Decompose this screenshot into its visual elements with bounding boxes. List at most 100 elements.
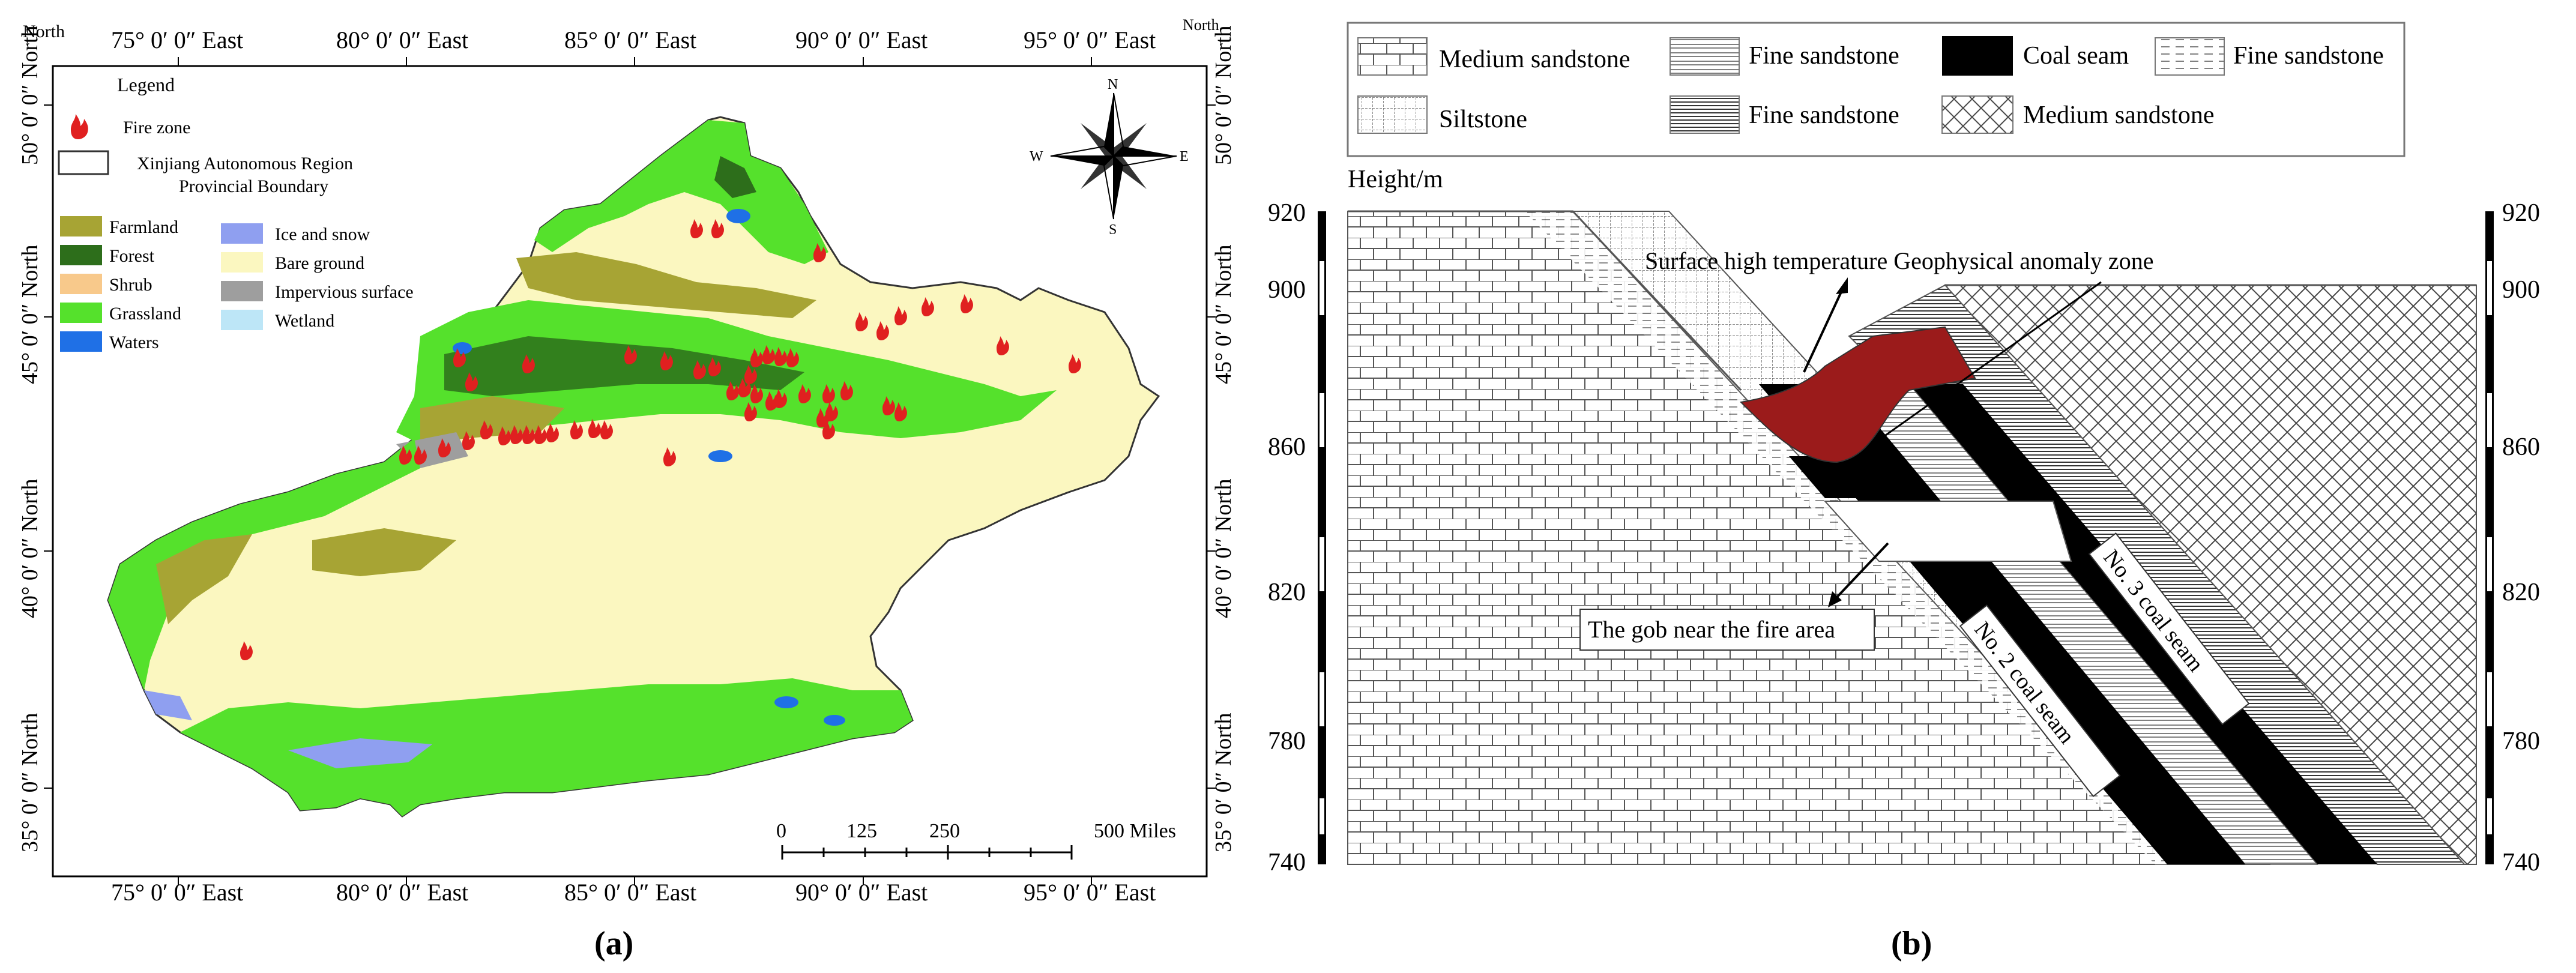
legend-swatch-bare-ground <box>221 252 263 273</box>
fire-zone-marker <box>762 345 775 364</box>
right-lat-45: 45° 0′ 0″ North <box>1211 245 1236 385</box>
anomaly-zone-label: Surface high temperature Geophysical ano… <box>1645 247 2153 274</box>
legend-label-ice-snow: Ice and snow <box>275 224 370 244</box>
fire-zone-legend-label: Fire zone <box>123 118 190 137</box>
right-lat-35: 35° 0′ 0″ North <box>1211 713 1236 853</box>
left-latitude-labels: 50° 0′ 0″ North 45° 0′ 0″ North 40° 0′ 0… <box>17 26 43 853</box>
gob-upper-black <box>1789 456 1921 498</box>
legend-swatch-ice-snow <box>221 223 263 244</box>
fire-zone-marker <box>498 426 511 445</box>
scale-tick-0: 0 <box>776 820 786 842</box>
left-tick-820: 820 <box>1268 579 1306 606</box>
legend-swatch-siltstone <box>1357 95 1428 134</box>
legend-label-siltstone: Siltstone <box>1439 106 1527 133</box>
fire-zone-marker <box>588 419 601 438</box>
fire-zone-marker <box>438 438 451 457</box>
fire-zone-marker <box>822 384 835 403</box>
bottom-lon-85: 85° 0′ 0″ East <box>564 879 696 906</box>
right-height-axis: 920 900 860 820 780 740 <box>2485 199 2540 876</box>
legend-swatch-medium-sandstone-2 <box>1941 95 2013 134</box>
north-corner-left: North <box>23 22 65 41</box>
fire-zone-marker <box>922 297 934 316</box>
lake-bosten <box>708 450 732 462</box>
left-lat-50: 50° 0′ 0″ North <box>17 26 43 166</box>
left-tick-860: 860 <box>1268 433 1306 461</box>
fire-zone-marker <box>480 420 493 439</box>
map-legend: Legend Fire zone Xinjiang Autonomous Reg… <box>58 74 414 352</box>
legend-swatch-waters <box>60 331 102 352</box>
legend-swatch-fine-sandstone-3 <box>1670 95 1740 134</box>
lake-ebinur <box>453 342 472 354</box>
gob-label: The gob near the fire area <box>1588 616 1835 643</box>
landcover-legend-col2: Ice and snow Bare ground Impervious surf… <box>221 223 414 331</box>
fire-zone-marker <box>744 365 757 384</box>
scale-tick-250: 250 <box>929 820 960 842</box>
fire-zone-legend-icon <box>71 114 88 139</box>
fire-zone-marker <box>600 420 613 439</box>
region-ice-pamir <box>144 690 192 720</box>
fire-zone-marker <box>708 357 721 376</box>
fire-zone-marker <box>399 445 412 465</box>
fire-zone-marker <box>726 381 739 400</box>
region-ice-kunlun <box>288 738 432 768</box>
boundary-legend-line1: Xinjiang Autonomous Region <box>137 154 353 173</box>
compass-w: W <box>1030 149 1043 164</box>
fire-zone-marker <box>813 243 826 262</box>
section-legend-frame <box>1347 22 2406 157</box>
bottom-lon-90: 90° 0′ 0″ East <box>795 879 928 906</box>
fire-zone-marker <box>774 347 787 366</box>
fire-zone-marker <box>798 384 811 403</box>
legend-label-fine-sandstone-2: Fine sandstone <box>2233 42 2384 70</box>
top-longitude-labels: 75° 0′ 0″ East 80° 0′ 0″ East 85° 0′ 0″ … <box>111 26 1156 53</box>
fire-zone-marker <box>693 360 706 379</box>
fire-zone-marker <box>570 420 583 439</box>
legend-label-forest: Forest <box>109 246 155 266</box>
scale-tick-500: 500 Miles <box>1094 820 1176 842</box>
legend-swatch-coal-seam <box>1942 36 2013 76</box>
north-corner-right: North <box>1183 16 1219 34</box>
scale-bar: 0 125 250 500 Miles <box>776 820 1176 860</box>
left-height-axis: 920 900 860 820 780 740 <box>1268 199 1326 876</box>
fire-zone-marker <box>522 425 535 444</box>
legend-label-grassland: Grassland <box>109 304 181 324</box>
left-tick-740: 740 <box>1268 849 1306 876</box>
fire-zone-marker <box>462 431 475 450</box>
right-tick-920: 920 <box>2502 199 2540 227</box>
bottom-longitude-labels: 75° 0′ 0″ East 80° 0′ 0″ East 85° 0′ 0″ … <box>111 879 1156 906</box>
legend-label-waters: Waters <box>109 333 159 352</box>
compass-s: S <box>1109 222 1117 238</box>
legend-swatch-medium-sandstone <box>1357 37 1428 76</box>
fire-zone-marker <box>660 351 673 370</box>
legend-swatch-grassland <box>60 303 102 323</box>
fire-zone-marker <box>750 348 763 367</box>
fire-zone-marker <box>663 447 676 466</box>
region-forest-tianshan <box>444 336 804 396</box>
fire-zone-marker <box>750 384 763 403</box>
fire-zone-marker <box>786 348 799 367</box>
region-farmland-west <box>156 534 252 624</box>
scale-tick-125: 125 <box>846 820 877 842</box>
region-farmland-tarim <box>312 528 456 576</box>
lake-south-1 <box>774 696 798 708</box>
fire-zone-marker <box>855 312 868 331</box>
legend-label-medium-sandstone-2: Medium sandstone <box>2023 101 2214 129</box>
fire-zone-marker <box>711 219 724 238</box>
fire-zone-marker <box>546 423 559 442</box>
fire-zone-marker <box>465 372 478 391</box>
region-grassland-west <box>108 438 420 690</box>
compass-n: N <box>1108 77 1118 92</box>
legend-label-fine-sandstone-3: Fine sandstone <box>1749 101 1899 129</box>
legend-label-shrub: Shrub <box>109 275 152 295</box>
bottom-lon-80: 80° 0′ 0″ East <box>336 879 468 906</box>
legend-swatch-impervious <box>221 281 263 301</box>
region-grassland-kunlun <box>180 678 912 816</box>
top-lon-75: 75° 0′ 0″ East <box>111 26 243 53</box>
fire-zone-marker <box>997 336 1009 355</box>
left-tick-780: 780 <box>1268 727 1306 755</box>
right-lat-50: 50° 0′ 0″ North <box>1211 26 1236 166</box>
left-lat-35: 35° 0′ 0″ North <box>17 713 43 853</box>
geological-section <box>1347 210 2477 865</box>
legend-title: Legend <box>117 74 175 95</box>
fire-zone-marker <box>744 402 757 421</box>
